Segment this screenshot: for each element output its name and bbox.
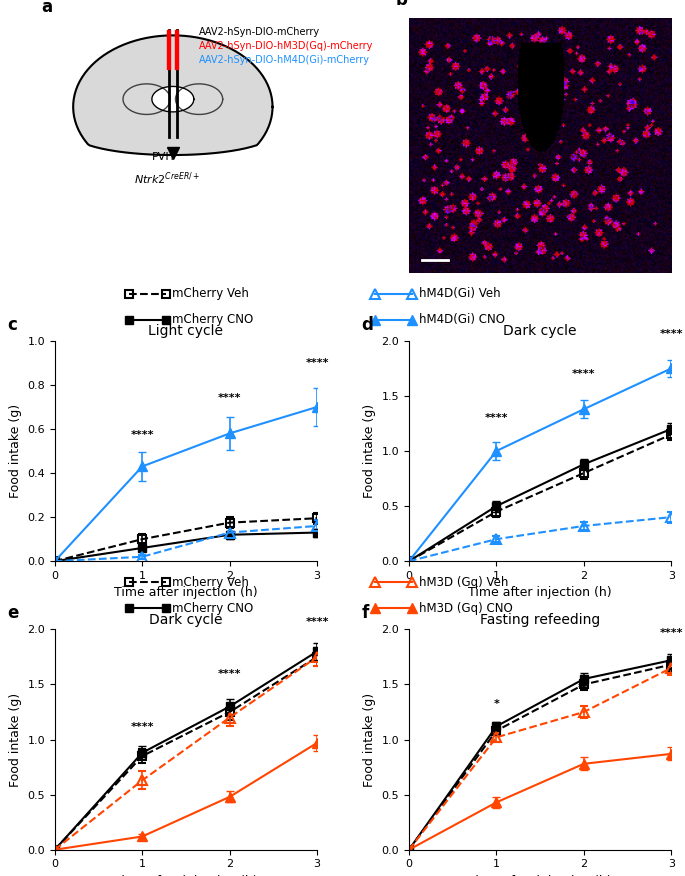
Title: Light cycle: Light cycle <box>149 324 223 338</box>
X-axis label: Time after injection (h): Time after injection (h) <box>114 875 258 876</box>
Text: mCherry Veh: mCherry Veh <box>172 287 249 300</box>
Text: hM3D (Gq) CNO: hM3D (Gq) CNO <box>419 602 512 615</box>
Text: hM4D(Gi) CNO: hM4D(Gi) CNO <box>419 314 505 326</box>
Text: a: a <box>42 0 53 17</box>
Text: mCherry Veh: mCherry Veh <box>172 576 249 589</box>
Text: AAV2-hSyn-DIO-hM4D(Gi)-mCherry: AAV2-hSyn-DIO-hM4D(Gi)-mCherry <box>199 55 370 66</box>
Text: ****: **** <box>131 430 154 440</box>
Text: PVH: PVH <box>152 152 175 162</box>
Text: ****: **** <box>218 669 241 679</box>
Text: $Ntrk2^{CreER/+}$: $Ntrk2^{CreER/+}$ <box>134 170 200 187</box>
Title: Fasting refeeding: Fasting refeeding <box>480 613 600 627</box>
Text: *: * <box>493 699 499 709</box>
Text: AAV2-hSyn-DIO-hM3D(Gq)-mCherry: AAV2-hSyn-DIO-hM3D(Gq)-mCherry <box>199 41 373 52</box>
Text: d: d <box>362 316 373 334</box>
Text: hM4D(Gi) Veh: hM4D(Gi) Veh <box>419 287 500 300</box>
Polygon shape <box>152 87 194 112</box>
Text: hM3D (Gq) Veh: hM3D (Gq) Veh <box>419 576 508 589</box>
Text: AAV2-hSyn-DIO-mCherry: AAV2-hSyn-DIO-mCherry <box>199 27 320 38</box>
Text: f: f <box>362 604 369 622</box>
X-axis label: Time after injection (h): Time after injection (h) <box>469 586 612 599</box>
Y-axis label: Food intake (g): Food intake (g) <box>363 693 376 787</box>
Text: ****: **** <box>306 358 329 369</box>
Y-axis label: Food intake (g): Food intake (g) <box>363 404 376 498</box>
Text: **: ** <box>578 683 590 693</box>
Text: ****: **** <box>131 722 154 731</box>
Text: mCherry CNO: mCherry CNO <box>172 602 253 615</box>
Text: ****: **** <box>660 628 683 639</box>
Title: Dark cycle: Dark cycle <box>149 613 223 627</box>
Title: Dark cycle: Dark cycle <box>503 324 577 338</box>
Text: ****: **** <box>218 392 241 403</box>
Text: ****: **** <box>572 370 595 379</box>
X-axis label: Time after injection (h): Time after injection (h) <box>469 875 612 876</box>
Polygon shape <box>73 35 273 155</box>
Y-axis label: Food intake (g): Food intake (g) <box>9 404 22 498</box>
Text: c: c <box>8 316 17 334</box>
Text: ****: **** <box>485 413 508 423</box>
Y-axis label: Food intake (g): Food intake (g) <box>9 693 22 787</box>
Text: b: b <box>396 0 408 9</box>
Text: mCherry CNO: mCherry CNO <box>172 314 253 326</box>
X-axis label: Time after injection (h): Time after injection (h) <box>114 586 258 599</box>
Text: e: e <box>8 604 19 622</box>
Text: ****: **** <box>306 618 329 627</box>
Text: ****: **** <box>660 328 683 339</box>
